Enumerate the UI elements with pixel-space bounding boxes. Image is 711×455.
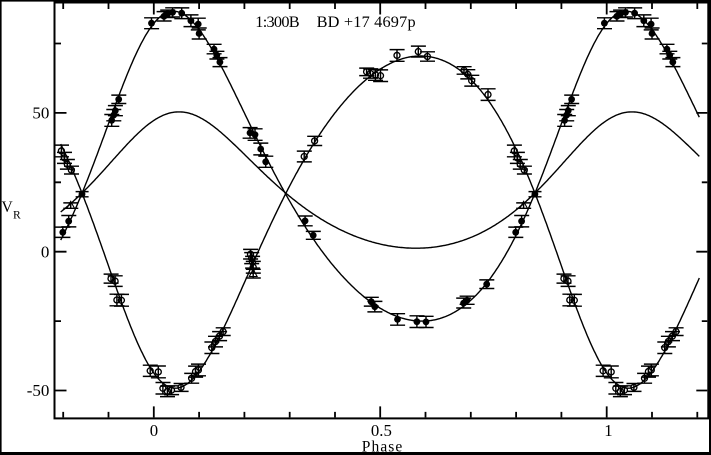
svg-text:1: 1 [604, 421, 612, 440]
svg-text:Phase: Phase [362, 439, 403, 455]
svg-text:50: 50 [32, 104, 49, 123]
svg-text:R: R [13, 209, 21, 222]
svg-text:0.5: 0.5 [371, 421, 392, 440]
svg-text:0: 0 [150, 421, 158, 440]
svg-text:0: 0 [41, 242, 50, 261]
svg-text:BD +17 4697p: BD +17 4697p [317, 12, 416, 31]
svg-text:1:300B: 1:300B [255, 12, 299, 31]
svg-text:-50: -50 [27, 381, 50, 400]
svg-text:V: V [2, 199, 14, 216]
